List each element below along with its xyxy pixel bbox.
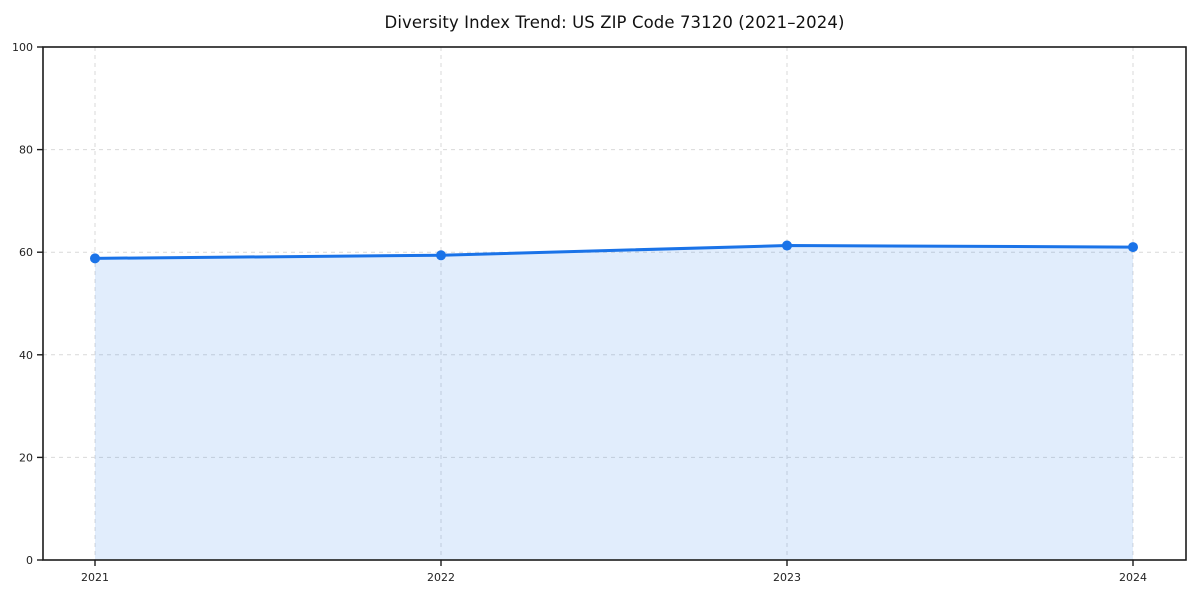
x-axis-tick-label: 2022 bbox=[427, 571, 455, 584]
y-axis-tick-label: 80 bbox=[19, 144, 33, 157]
x-axis-tick-label: 2021 bbox=[81, 571, 109, 584]
data-point-marker bbox=[782, 240, 792, 251]
x-axis-tick-label: 2024 bbox=[1119, 571, 1147, 584]
y-axis-tick-label: 100 bbox=[12, 41, 33, 54]
y-axis-tick-label: 60 bbox=[19, 246, 33, 259]
data-point-marker bbox=[90, 253, 100, 264]
data-point-marker bbox=[1128, 242, 1138, 253]
y-axis-tick-label: 20 bbox=[19, 451, 33, 464]
trend-line bbox=[93, 244, 1135, 260]
data-point-marker bbox=[436, 250, 446, 261]
y-axis-tick-label: 40 bbox=[19, 349, 33, 362]
plot-frame bbox=[42, 46, 1187, 561]
area-fill bbox=[95, 245, 1133, 560]
x-axis-tick-label: 2023 bbox=[773, 571, 801, 584]
y-axis-tick-label: 0 bbox=[26, 554, 33, 567]
chart-title: Diversity Index Trend: US ZIP Code 73120… bbox=[384, 13, 845, 32]
